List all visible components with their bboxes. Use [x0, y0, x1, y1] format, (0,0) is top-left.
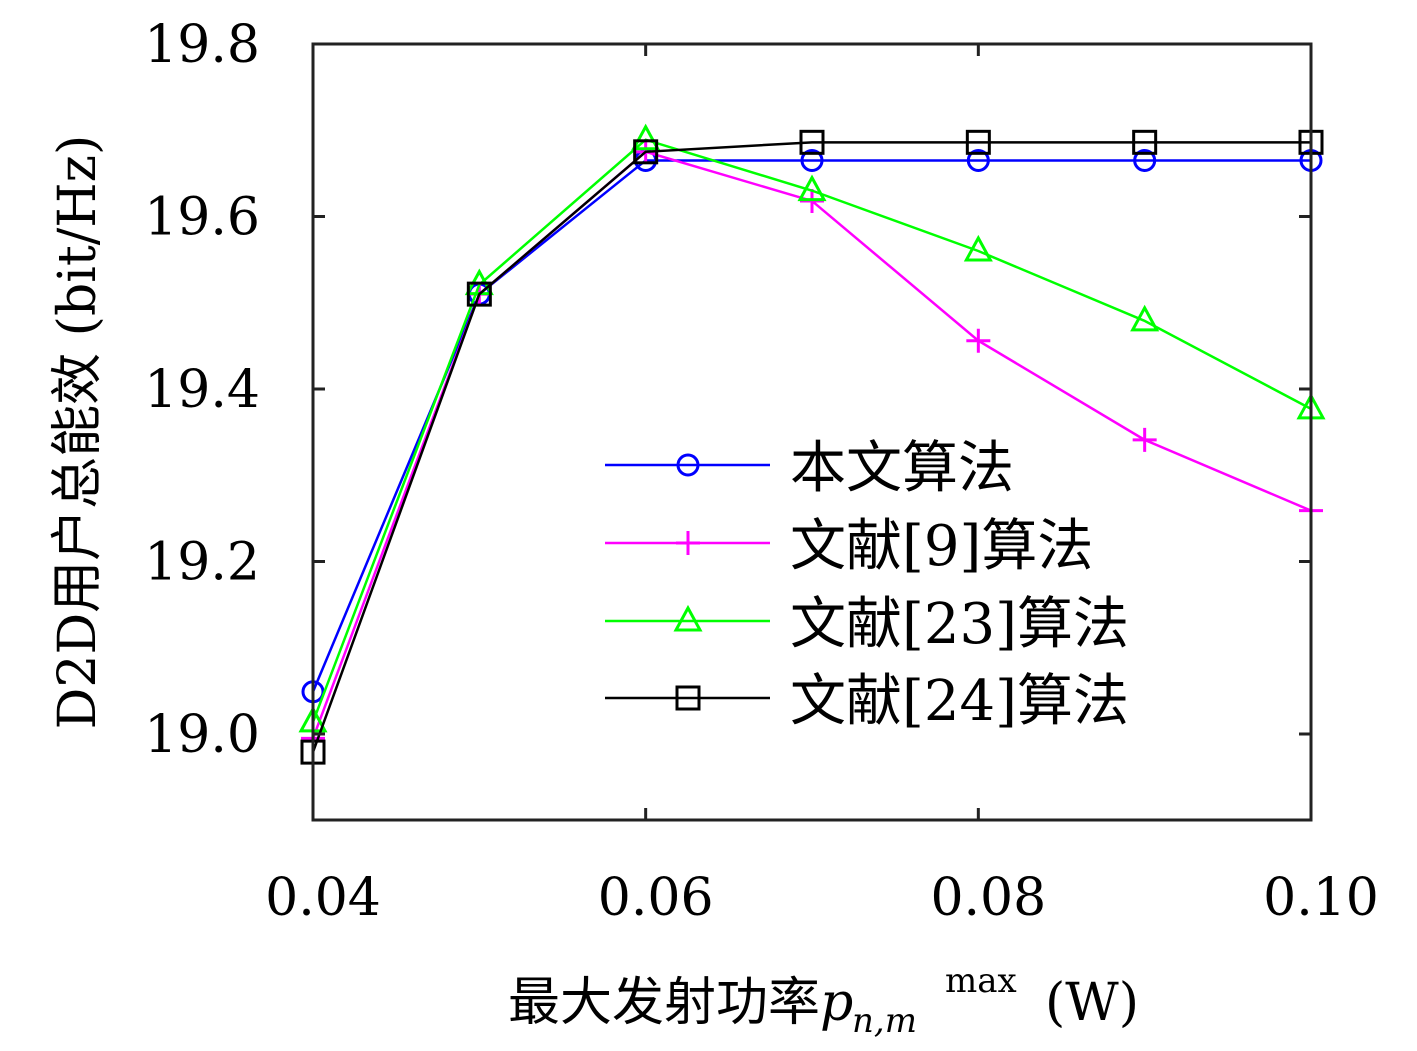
- y-tick-label: 19.2: [144, 533, 260, 593]
- y-tick-label: 19.0: [144, 705, 260, 765]
- data-point-square: [633, 139, 659, 165]
- legend-label: 本文算法: [790, 436, 1014, 501]
- data-point-square: [965, 129, 991, 155]
- series-line: [311, 138, 1312, 723]
- series-line: [311, 141, 1311, 753]
- x-tick-label: 0.10: [1263, 868, 1379, 928]
- legend-label: 文献[9]算法: [790, 514, 1093, 579]
- data-point-circle: [1133, 148, 1157, 172]
- y-axis-label: D2D用户总能效 (bit/Hz): [48, 135, 108, 730]
- y-tick-label: 19.6: [144, 188, 260, 248]
- data-point-plus: [1132, 427, 1157, 452]
- data-point-triangle: [673, 604, 703, 632]
- data-point-square: [799, 129, 825, 155]
- data-point-triangle: [797, 174, 827, 202]
- x-axis-label-symbol: p: [820, 973, 853, 1033]
- x-axis-label-sub: n,m: [852, 1001, 917, 1041]
- y-tick-label: 19.8: [144, 15, 260, 75]
- data-point-triangle: [963, 234, 993, 262]
- series-triangle: [298, 123, 1326, 733]
- legend-item: 文献[9]算法: [605, 514, 1093, 579]
- data-point-plus: [676, 531, 700, 555]
- data-point-square: [1132, 129, 1158, 155]
- data-point-circle: [676, 453, 700, 477]
- data-point-triangle: [1130, 304, 1160, 332]
- x-axis-label-unit: (W): [1045, 973, 1139, 1033]
- data-point-square: [675, 685, 701, 711]
- x-axis-label: 最大发射功率 p n,m max (W): [508, 961, 1139, 1041]
- data-point-circle: [800, 148, 824, 172]
- legend-label: 文献[23]算法: [790, 592, 1129, 657]
- x-tick-label: 0.08: [930, 868, 1046, 928]
- legend-label: 文献[24]算法: [790, 669, 1129, 734]
- legend-item: 本文算法: [605, 436, 1014, 501]
- x-axis-label-sup: max: [945, 961, 1017, 1001]
- x-axis-label-text: 最大发射功率: [508, 973, 820, 1033]
- x-tick-label: 0.06: [598, 868, 714, 928]
- data-point-circle: [966, 148, 990, 172]
- data-point-triangle: [631, 123, 661, 151]
- plot-frame: [311, 42, 1313, 822]
- legend-item: 文献[24]算法: [605, 669, 1129, 734]
- x-tick-label: 0.04: [265, 868, 381, 928]
- y-tick-label: 19.4: [144, 360, 260, 420]
- data-point-plus: [966, 328, 991, 353]
- data-point-square: [466, 281, 492, 307]
- legend-item: 文献[23]算法: [605, 592, 1129, 657]
- series-square: [300, 129, 1324, 765]
